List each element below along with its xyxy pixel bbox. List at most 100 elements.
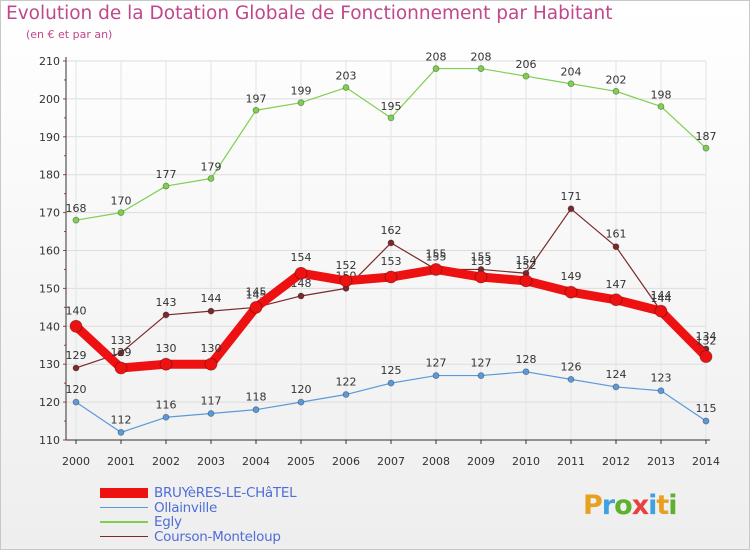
legend-item-bruy-res-le-ch-tel: BRUYèRES-LE-CHâTEL [100, 485, 400, 501]
data-label-egly: 168 [66, 202, 87, 215]
data-label-bruy-res-le-ch-tel: 155 [426, 247, 447, 260]
data-point-egly [207, 175, 215, 182]
data-label-courson-monteloup: 154 [516, 254, 537, 267]
data-label-bruy-res-le-ch-tel: 154 [291, 251, 312, 264]
data-label-courson-monteloup: 144 [651, 292, 672, 305]
x-tick-label: 2005 [287, 455, 315, 468]
data-point-courson-monteloup [162, 311, 170, 319]
logo-letter: P [583, 490, 603, 521]
data-point-bruy-res-le-ch-tel [249, 300, 263, 314]
data-label-egly: 187 [696, 130, 717, 143]
y-tick-label: 140 [39, 320, 60, 333]
data-label-bruy-res-le-ch-tel: 152 [516, 259, 537, 272]
x-tick-label: 2012 [602, 455, 630, 468]
legend-item-courson-monteloup: Courson-Monteloup [100, 529, 400, 545]
data-point-egly [477, 65, 485, 72]
data-label-egly: 208 [426, 51, 447, 64]
data-label-ollainville: 124 [606, 368, 627, 381]
data-point-bruy-res-le-ch-tel [699, 350, 713, 364]
data-label-bruy-res-le-ch-tel: 130 [201, 342, 222, 355]
data-label-courson-monteloup: 155 [426, 250, 447, 263]
y-tick-label: 170 [39, 207, 60, 220]
data-label-ollainville: 118 [246, 391, 267, 404]
x-tick-label: 2002 [152, 455, 180, 468]
x-tick-label: 2008 [422, 455, 450, 468]
data-label-egly: 195 [381, 100, 402, 113]
x-tick-label: 2003 [197, 455, 225, 468]
data-label-bruy-res-le-ch-tel: 130 [156, 342, 177, 355]
x-tick-label: 2000 [62, 455, 90, 468]
data-point-ollainville [162, 413, 170, 421]
data-point-bruy-res-le-ch-tel [159, 357, 173, 371]
data-point-ollainville [342, 391, 350, 398]
y-tick-label: 160 [39, 245, 60, 258]
legend-swatch [100, 488, 148, 498]
data-label-bruy-res-le-ch-tel: 145 [246, 285, 267, 298]
data-point-ollainville [477, 372, 485, 379]
data-point-courson-monteloup [297, 292, 305, 300]
data-label-ollainville: 125 [381, 364, 402, 377]
y-tick-label: 120 [39, 396, 60, 409]
data-label-egly: 202 [606, 73, 627, 86]
data-point-ollainville [657, 387, 665, 395]
data-point-bruy-res-le-ch-tel [519, 274, 533, 288]
data-point-egly [657, 103, 665, 110]
data-point-ollainville [522, 368, 530, 376]
data-label-egly: 206 [516, 58, 537, 71]
data-point-bruy-res-le-ch-tel [609, 293, 623, 307]
chart-subtitle: (en € et par an) [26, 28, 113, 41]
data-point-bruy-res-le-ch-tel [69, 319, 83, 333]
data-point-egly [612, 87, 620, 95]
data-point-courson-monteloup [612, 243, 620, 251]
data-label-ollainville: 122 [336, 376, 357, 389]
data-label-ollainville: 117 [201, 394, 222, 407]
x-tick-label: 2007 [377, 455, 405, 468]
data-label-ollainville: 126 [561, 360, 582, 373]
logo-letter: t [656, 490, 669, 521]
data-point-egly [297, 99, 305, 107]
data-label-bruy-res-le-ch-tel: 152 [336, 259, 357, 272]
data-label-ollainville: 112 [111, 413, 132, 426]
data-point-ollainville [252, 406, 260, 414]
data-label-courson-monteloup: 129 [66, 349, 87, 362]
x-tick-label: 2011 [557, 455, 585, 468]
data-point-ollainville [72, 398, 80, 406]
data-label-ollainville: 127 [426, 357, 447, 370]
x-tick-label: 2014 [692, 455, 720, 468]
data-label-bruy-res-le-ch-tel: 149 [561, 270, 582, 283]
data-label-ollainville: 127 [471, 357, 492, 370]
data-point-ollainville [612, 383, 620, 391]
data-point-bruy-res-le-ch-tel [429, 263, 443, 276]
data-label-egly: 179 [201, 160, 222, 173]
data-point-egly [522, 72, 530, 80]
x-tick-label: 2001 [107, 455, 135, 468]
data-label-egly: 170 [111, 195, 132, 208]
data-label-courson-monteloup: 143 [156, 296, 177, 309]
y-tick-label: 130 [39, 358, 60, 371]
data-point-bruy-res-le-ch-tel [384, 270, 398, 284]
data-label-ollainville: 123 [651, 372, 672, 385]
data-point-bruy-res-le-ch-tel [474, 270, 488, 284]
data-point-ollainville [702, 417, 710, 425]
x-tick-label: 2004 [242, 455, 270, 468]
data-point-egly [252, 106, 260, 114]
data-label-bruy-res-le-ch-tel: 129 [111, 346, 132, 359]
data-label-bruy-res-le-ch-tel: 144 [651, 289, 672, 302]
x-tick-label: 2013 [647, 455, 675, 468]
data-label-egly: 208 [471, 51, 492, 64]
data-label-egly: 203 [336, 70, 357, 83]
data-label-courson-monteloup: 144 [201, 292, 222, 305]
data-point-bruy-res-le-ch-tel [564, 285, 578, 299]
logo-letter: x [631, 490, 649, 521]
data-point-ollainville [432, 372, 440, 379]
data-point-bruy-res-le-ch-tel [654, 304, 668, 318]
legend-label: BRUYèRES-LE-CHâTEL [154, 485, 297, 501]
x-tick-label: 2009 [467, 455, 495, 468]
y-tick-label: 110 [39, 434, 60, 447]
y-tick-label: 150 [39, 282, 60, 295]
data-point-egly [117, 209, 125, 217]
data-label-courson-monteloup: 133 [111, 334, 132, 347]
data-point-egly [702, 144, 710, 152]
data-label-bruy-res-le-ch-tel: 153 [471, 255, 492, 268]
